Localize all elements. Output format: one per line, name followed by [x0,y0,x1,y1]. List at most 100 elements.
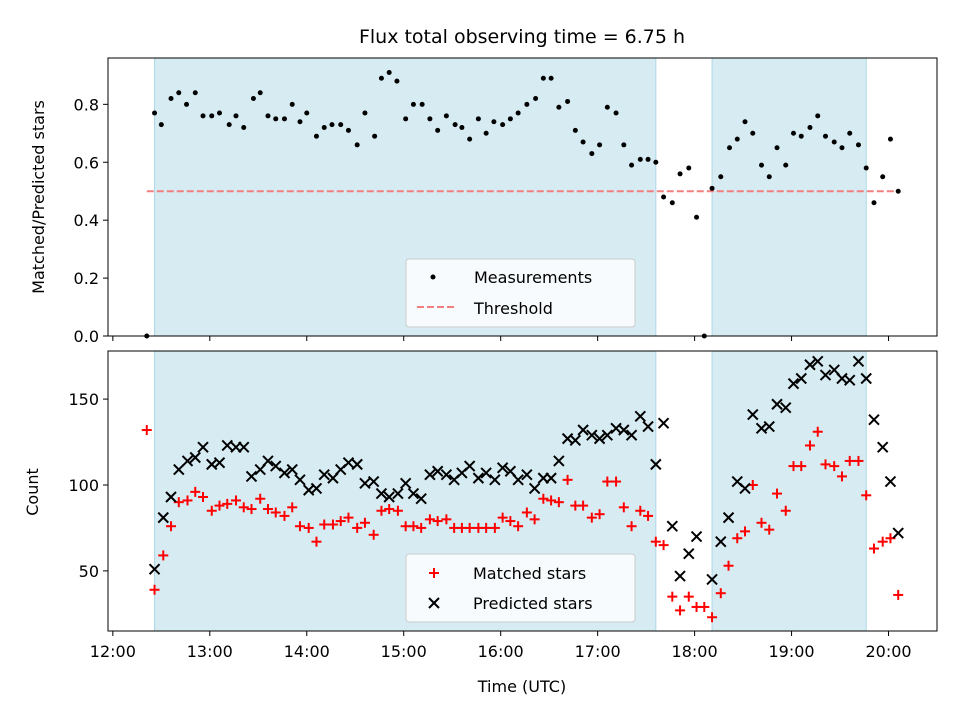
measurement-point [338,122,344,128]
predicted-star-point [844,374,856,386]
predicted-star-point [795,372,807,385]
measurement-point [176,90,182,96]
matched-star-point [198,492,209,503]
predicted-star-point [310,482,323,495]
predicted-star-point [148,563,161,575]
legend-predicted-marker [428,597,440,609]
measurement-point [653,159,659,165]
predicted-star-point [521,468,533,481]
measurement-point [419,101,425,107]
measurement-point [727,145,733,151]
predicted-star-point [359,477,371,489]
measurement-point [759,162,765,168]
matched-star-point [319,519,330,530]
measurement-point [798,133,804,139]
matched-star-point [529,514,540,525]
matched-star-point [489,522,500,533]
matched-star-point [311,536,322,547]
top-panel: 0.00.20.40.60.8 Matched/Predicted stars … [29,57,938,346]
measurement-point [524,101,530,107]
matched-star-point [238,502,249,513]
measurement-point [372,133,378,139]
matched-star-point [635,505,646,516]
matched-star-point [667,591,678,602]
matched-star-point [343,512,354,523]
matched-star-point [658,540,669,551]
predicted-star-point [245,470,258,483]
predicted-star-point [642,420,654,433]
measurement-point [822,133,828,139]
x-tick-label: 15:00 [381,642,427,661]
matched-star-point [521,507,532,518]
matched-star-point [497,512,508,523]
matched-star-point [255,493,266,504]
matched-star-point [352,522,363,533]
predicted-star-point [375,487,388,500]
measurement-point [839,145,845,151]
measurement-point [313,133,319,139]
matched-star-point [424,514,435,525]
measurement-point [265,113,271,119]
matched-star-point [149,584,160,595]
predicted-star-point [884,475,897,488]
measurement-point [354,142,360,148]
matched-star-point [368,529,379,540]
matched-star-point [279,510,290,521]
predicted-star-point [812,355,824,368]
matched-star-point [586,512,597,523]
measurement-point [378,75,384,81]
matched-star-point [683,591,694,602]
predicted-star-point [213,456,226,469]
bottom-observing-window-2 [711,350,867,632]
x-tick-label: 16:00 [478,642,524,661]
predicted-star-point [238,441,250,453]
predicted-star-point [489,474,501,486]
predicted-star-point [690,530,703,543]
predicted-star-point [715,535,727,548]
measurement-point [281,116,287,122]
measurement-point [572,127,578,133]
predicted-star-point [601,429,614,441]
predicted-star-point [860,372,872,385]
matched-star-point [796,461,807,472]
measurement-point [766,174,772,180]
predicted-star-point [463,460,476,472]
legend-measurements-label: Measurements [474,268,592,287]
measurement-point [871,200,877,206]
measurement-point [863,165,869,171]
x-tick-label: 14:00 [284,642,330,661]
predicted-star-point [780,401,792,414]
matched-star-point [246,504,257,515]
matched-star-point [182,495,193,506]
measurement-point [677,171,683,177]
predicted-star-point [173,463,185,476]
measurement-point [304,110,310,116]
measurement-point [589,151,595,157]
measurement-point [217,110,223,116]
predicted-star-point [892,527,904,539]
matched-star-point [626,521,637,532]
measurement-point [774,145,780,151]
matched-star-point [675,605,686,616]
matched-star-point [538,493,549,504]
predicted-star-point [787,377,800,390]
top-y-tick-label: 0.4 [74,211,99,230]
x-tick-label: 18:00 [672,642,718,661]
matched-star-point [481,522,492,533]
measurement-point [329,122,335,128]
bottom-y-tick-label: 100 [68,476,99,495]
measurement-point [847,130,853,136]
matched-star-point [780,505,791,516]
measurement-point [815,113,821,119]
matched-star-point [861,490,872,501]
measurement-point [435,127,441,133]
predicted-star-point [440,468,453,481]
measurement-point [394,78,400,84]
measurement-point [362,110,368,116]
measurement-point [403,116,409,122]
measurement-point [257,90,263,96]
measurement-point [887,136,893,142]
measurement-point [158,122,164,128]
measurement-point [209,113,215,119]
predicted-star-point [577,424,589,436]
